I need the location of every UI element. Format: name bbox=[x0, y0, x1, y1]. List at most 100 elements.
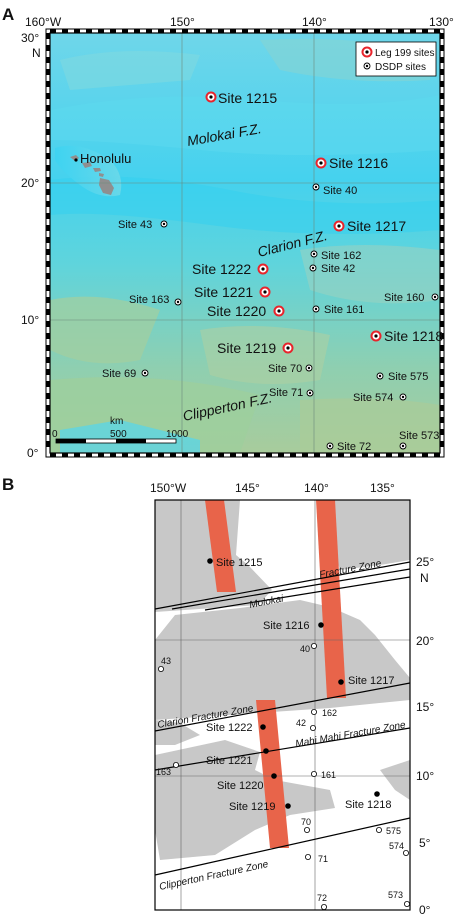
a-site-42: Site 42 bbox=[309, 263, 355, 275]
svg-text:70: 70 bbox=[301, 817, 311, 827]
scale-bar: km 0 500 1000 bbox=[52, 416, 189, 444]
a-site-1219: Site 1219 bbox=[217, 340, 294, 356]
svg-text:Site 1219: Site 1219 bbox=[229, 801, 275, 813]
svg-text:42: 42 bbox=[296, 718, 306, 728]
svg-text:Site 1218: Site 1218 bbox=[384, 328, 443, 344]
svg-text:Site 575: Site 575 bbox=[388, 371, 428, 383]
svg-text:Site 1217: Site 1217 bbox=[347, 218, 406, 234]
a-site-161: Site 161 bbox=[312, 304, 364, 316]
a-site-40: Site 40 bbox=[312, 183, 357, 197]
b-site-1215: Site 1215 bbox=[207, 557, 262, 569]
b-site-40: 40 bbox=[300, 643, 317, 654]
b-site-72: 72 bbox=[317, 893, 327, 911]
a-site-160: Site 160 bbox=[384, 292, 439, 304]
svg-text:Site 1216: Site 1216 bbox=[329, 155, 388, 171]
svg-text:Site 1220: Site 1220 bbox=[217, 780, 263, 792]
a-site-69: Site 69 bbox=[102, 368, 149, 380]
svg-text:Site 40: Site 40 bbox=[323, 185, 357, 197]
panel-a-border-ticks bbox=[46, 29, 444, 457]
scale-1000: 1000 bbox=[166, 429, 189, 440]
svg-text:43: 43 bbox=[161, 656, 171, 666]
b-site-573: 573 bbox=[388, 890, 410, 908]
a-site-1215: Site 1215 bbox=[205, 90, 277, 106]
a-site-573: Site 573 bbox=[399, 430, 439, 450]
hawaiian-islands bbox=[70, 155, 114, 195]
b-site-161: 161 bbox=[310, 770, 336, 780]
b-lon-140: 140° bbox=[304, 481, 329, 495]
svg-text:161: 161 bbox=[321, 770, 336, 780]
b-lat-0: 0° bbox=[419, 903, 431, 917]
b-site-70: 70 bbox=[301, 817, 311, 834]
svg-text:Site 1220: Site 1220 bbox=[207, 303, 266, 319]
a-site-70: Site 70 bbox=[268, 363, 313, 375]
a-site-1221: Site 1221 bbox=[194, 284, 271, 300]
svg-text:Site 1216: Site 1216 bbox=[263, 620, 309, 632]
svg-text:Site 1219: Site 1219 bbox=[217, 340, 276, 356]
a-lat-30: 30° bbox=[21, 31, 39, 45]
panel-a-graticule bbox=[50, 33, 440, 453]
b-site-1219: Site 1219 bbox=[229, 801, 291, 813]
svg-text:Site 43: Site 43 bbox=[118, 219, 152, 231]
svg-text:Site 1218: Site 1218 bbox=[345, 799, 391, 811]
svg-text:Site 69: Site 69 bbox=[102, 368, 136, 380]
svg-text:Site 42: Site 42 bbox=[321, 263, 355, 275]
b-lat-5: 5° bbox=[419, 836, 431, 850]
panel-a-map bbox=[45, 28, 445, 458]
svg-text:Site 1215: Site 1215 bbox=[216, 557, 262, 569]
b-mahi-label: Mahi Mahi Fracture Zone bbox=[295, 720, 407, 750]
b-lon-135: 135° bbox=[370, 481, 395, 495]
svg-text:573: 573 bbox=[388, 890, 403, 900]
svg-text:Site 1217: Site 1217 bbox=[348, 675, 394, 687]
a-lon-150: 150° bbox=[170, 15, 195, 29]
panel-b-leg-sites: Site 1215 Site 1216 Site 1217 Site 1222 … bbox=[206, 557, 394, 813]
panel-a-legend: Leg 199 sites DSDP sites bbox=[355, 41, 437, 77]
legend-leg: Leg 199 sites bbox=[375, 48, 435, 59]
svg-text:72: 72 bbox=[317, 893, 327, 903]
svg-text:Site 573: Site 573 bbox=[399, 430, 439, 442]
a-lat-10: 10° bbox=[21, 313, 39, 327]
panel-a-leg-sites: Site 1215 Site 1216 Site 1217 Site 1222 … bbox=[192, 90, 443, 356]
panel-b-graticule bbox=[155, 500, 410, 910]
svg-text:Site 161: Site 161 bbox=[324, 304, 364, 316]
b-lat-20: 20° bbox=[416, 634, 434, 648]
b-site-1220: Site 1220 bbox=[217, 773, 277, 792]
a-site-1217: Site 1217 bbox=[333, 218, 406, 234]
b-site-1221: Site 1221 bbox=[206, 748, 269, 767]
svg-text:575: 575 bbox=[386, 826, 401, 836]
b-lon-145: 145° bbox=[235, 481, 260, 495]
scale-unit: km bbox=[110, 416, 123, 427]
b-site-1216: Site 1216 bbox=[263, 620, 324, 632]
b-site-162: 162 bbox=[310, 708, 337, 718]
b-lat-15: 15° bbox=[416, 700, 434, 714]
scale-500: 500 bbox=[110, 429, 127, 440]
svg-text:163: 163 bbox=[156, 767, 171, 777]
b-site-42: 42 bbox=[296, 718, 316, 732]
svg-text:Site 160: Site 160 bbox=[384, 292, 424, 304]
a-lat-20: 20° bbox=[21, 176, 39, 190]
svg-text:Site 1222: Site 1222 bbox=[206, 722, 252, 734]
b-site-1218: Site 1218 bbox=[345, 791, 391, 811]
a-site-72: Site 72 bbox=[326, 441, 371, 453]
honolulu-label: Honolulu bbox=[80, 151, 131, 166]
svg-text:Site 163: Site 163 bbox=[129, 294, 169, 306]
b-site-574: 574 bbox=[389, 841, 409, 857]
a-site-163: Site 163 bbox=[129, 294, 182, 306]
b-lat-10: 10° bbox=[416, 769, 434, 783]
b-lon-150: 150°W bbox=[150, 481, 187, 495]
panel-a-dsdp-sites: Site 40 Site 43 Site 162 Site 42 Site 16… bbox=[102, 183, 439, 453]
a-site-1216: Site 1216 bbox=[315, 155, 388, 171]
a-lon-160: 160°W bbox=[25, 15, 62, 29]
b-site-1217: Site 1217 bbox=[338, 675, 394, 687]
b-site-43: 43 bbox=[157, 656, 171, 673]
b-north: N bbox=[420, 571, 429, 585]
svg-text:Site 70: Site 70 bbox=[268, 363, 302, 375]
b-site-1222: Site 1222 bbox=[206, 722, 266, 734]
b-site-163: 163 bbox=[156, 762, 179, 777]
a-site-43: Site 43 bbox=[118, 219, 168, 231]
svg-text:Site 1221: Site 1221 bbox=[206, 755, 252, 767]
svg-text:Site 1215: Site 1215 bbox=[218, 90, 277, 106]
scale-0: 0 bbox=[52, 429, 58, 440]
a-site-1222: Site 1222 bbox=[192, 261, 269, 277]
a-site-162: Site 162 bbox=[310, 250, 361, 262]
